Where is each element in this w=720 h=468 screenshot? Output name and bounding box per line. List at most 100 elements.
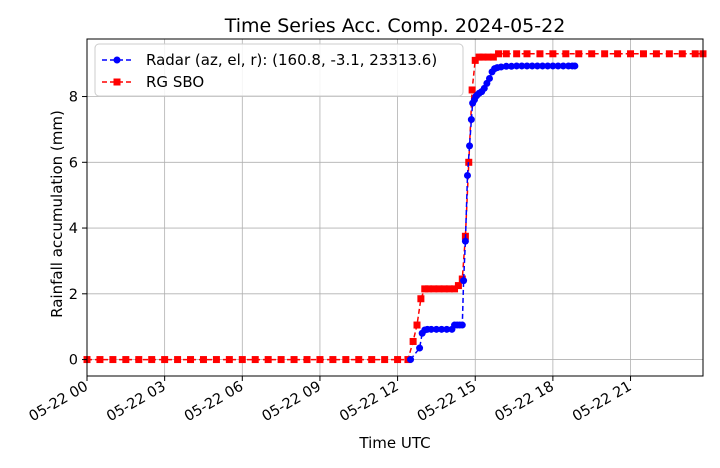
data-point — [559, 62, 567, 70]
data-point — [652, 50, 660, 58]
y-tick-label: 6 — [69, 155, 78, 171]
data-point — [454, 282, 462, 290]
series-radar — [407, 62, 579, 364]
data-point — [368, 356, 376, 364]
data-point — [438, 325, 446, 333]
data-point — [489, 53, 497, 61]
data-point — [329, 356, 337, 364]
data-point — [639, 50, 647, 58]
data-point — [435, 285, 443, 293]
data-point — [528, 62, 536, 70]
data-point — [277, 356, 285, 364]
data-point — [495, 50, 503, 58]
data-point — [161, 356, 169, 364]
data-point — [458, 321, 466, 329]
data-point — [627, 50, 635, 58]
data-point — [421, 285, 429, 293]
data-point — [691, 50, 699, 58]
data-point — [416, 344, 424, 352]
data-point — [427, 325, 435, 333]
data-point — [539, 62, 547, 70]
data-point — [471, 56, 479, 64]
data-point — [96, 356, 104, 364]
x-axis-label: Time UTC — [358, 434, 430, 452]
data-point — [523, 50, 531, 58]
data-point — [440, 285, 448, 293]
data-point — [562, 50, 570, 58]
data-point — [665, 50, 673, 58]
data-point — [413, 321, 421, 329]
data-point — [468, 86, 476, 94]
data-point — [430, 285, 438, 293]
data-point — [122, 356, 130, 364]
plot-frame — [86, 38, 704, 377]
data-point — [135, 356, 143, 364]
legend-rg-marker — [113, 78, 121, 86]
legend-radar-label: Radar (az, el, r): (160.8, -3.1, 23313.6… — [146, 51, 437, 69]
data-point — [497, 63, 505, 71]
y-tick-label: 0 — [69, 353, 78, 369]
data-point — [536, 50, 544, 58]
data-point — [678, 50, 686, 58]
data-point — [432, 325, 440, 333]
data-point — [443, 325, 451, 333]
y-axis-ticks: 0 2 4 6 8 — [69, 90, 87, 369]
data-point — [451, 285, 459, 293]
data-point — [316, 356, 324, 364]
data-point — [264, 356, 272, 364]
data-point — [533, 62, 541, 70]
data-point — [549, 62, 557, 70]
data-point — [394, 356, 402, 364]
data-point — [461, 237, 469, 245]
series-line — [87, 53, 703, 361]
chart-title: Time Series Acc. Comp. 2024-05-22 — [224, 15, 566, 37]
series-layer — [83, 50, 707, 364]
data-point — [417, 295, 425, 303]
y-axis-label: Rainfall accumulation (mm) — [48, 110, 66, 318]
data-point — [109, 356, 117, 364]
data-point — [513, 50, 521, 58]
data-point — [460, 277, 468, 285]
data-point — [425, 285, 433, 293]
data-point — [148, 356, 156, 364]
data-point — [484, 53, 492, 61]
data-point — [485, 74, 493, 82]
data-point — [466, 142, 474, 150]
data-point — [479, 53, 487, 61]
data-point — [614, 50, 622, 58]
data-point — [342, 356, 350, 364]
data-point — [571, 62, 579, 70]
legend-box — [94, 43, 464, 97]
legend-rg-label: RG SBO — [146, 73, 204, 91]
data-point — [251, 356, 259, 364]
data-point — [575, 50, 583, 58]
data-point — [409, 337, 417, 345]
data-point — [445, 285, 453, 293]
data-point — [475, 53, 483, 61]
y-tick-label: 2 — [69, 287, 78, 303]
data-point — [238, 356, 246, 364]
data-point — [290, 356, 298, 364]
data-point — [225, 356, 233, 364]
data-point — [303, 356, 311, 364]
data-point — [513, 62, 521, 70]
legend: Radar (az, el, r): (160.8, -3.1, 23313.6… — [94, 43, 464, 97]
data-point — [199, 356, 207, 364]
data-point — [518, 62, 526, 70]
data-point — [502, 50, 510, 58]
legend-radar-marker — [113, 56, 121, 64]
data-point — [174, 356, 182, 364]
data-point — [523, 62, 531, 70]
data-point — [187, 356, 195, 364]
y-tick-label: 8 — [69, 90, 78, 106]
data-point — [588, 50, 596, 58]
data-point — [212, 356, 220, 364]
data-point — [355, 356, 363, 364]
data-point — [467, 116, 475, 124]
data-point — [554, 62, 562, 70]
data-point — [601, 50, 609, 58]
data-point — [549, 50, 557, 58]
data-point — [544, 62, 552, 70]
data-point — [502, 62, 510, 70]
